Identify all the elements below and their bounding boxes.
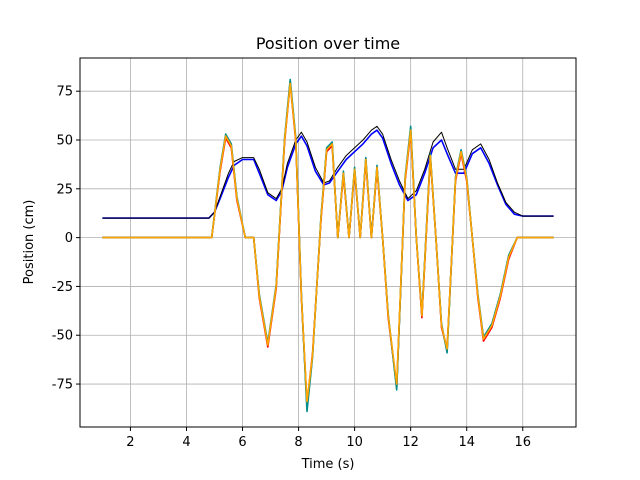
x-tick-label: 16 [514,435,531,450]
x-tick-label: 6 [238,435,246,450]
chart-title: Position over time [256,34,400,53]
series-line-3 [102,82,554,405]
series-line-5 [102,82,554,403]
x-tick-label: 12 [402,435,419,450]
series-line-1 [102,125,554,219]
y-tick-label: 25 [56,182,73,197]
series-line-4 [102,78,554,413]
x-axis: 2 4 6 8 10 12 14 16 [126,427,531,450]
x-tick-label: 10 [346,435,363,450]
y-tick-label: -50 [52,329,73,344]
x-tick-label: 14 [458,435,475,450]
x-tick-label: 8 [294,435,302,450]
grid [80,58,576,427]
y-tick-label: 50 [56,134,73,149]
x-axis-label: Time (s) [301,457,355,472]
x-tick-label: 4 [182,435,190,450]
y-tick-label: 0 [65,231,73,246]
series-line-0 [102,129,554,219]
plot-frame [79,57,577,428]
y-tick-label: -75 [52,378,73,393]
x-tick-label: 2 [126,435,134,450]
y-axis-label: Position (cm) [22,200,37,285]
y-axis: -75 -50 -25 0 25 50 75 [52,85,80,393]
series-layer [102,78,554,413]
y-tick-label: -25 [52,280,73,295]
series-line-2 [102,80,554,409]
y-tick-label: 75 [56,85,73,100]
